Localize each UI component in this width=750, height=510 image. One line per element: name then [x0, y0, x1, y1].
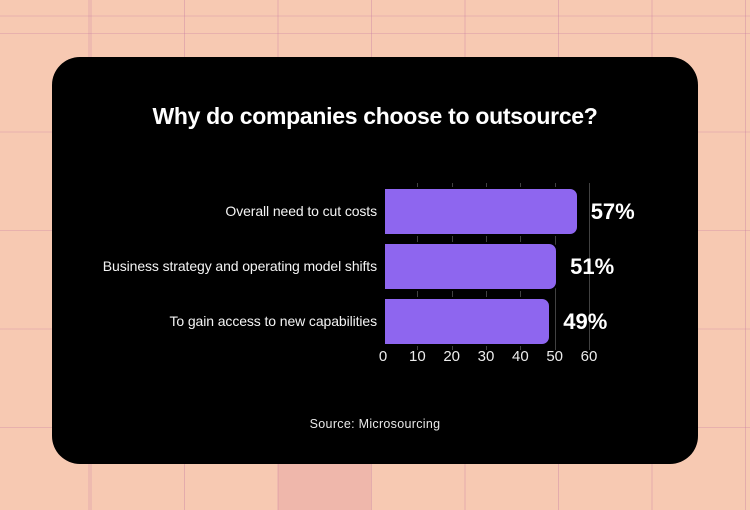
bar-chart: Overall need to cut costs 57% Business s…	[52, 57, 698, 464]
x-tick-label: 0	[378, 348, 388, 365]
bar	[383, 242, 559, 291]
source-caption: Source: Microsourcing	[309, 417, 441, 431]
bar	[383, 297, 552, 346]
x-axis-tick-labels: 0 10 20 30 40 50 60	[52, 349, 698, 365]
x-tick-label: 50	[546, 348, 563, 365]
x-tick-label: 40	[511, 348, 529, 365]
bar	[383, 187, 579, 236]
x-tick-label: 60	[580, 348, 598, 365]
value-label: 49%	[563, 309, 608, 334]
category-label: To gain access to new capabilities	[169, 313, 378, 329]
chart-card: Why do companies choose to outsource? Ov…	[52, 57, 698, 464]
x-tick-label: 30	[477, 348, 495, 365]
value-label: 57%	[590, 199, 635, 224]
category-label: Business strategy and operating model sh…	[102, 258, 377, 274]
x-tick-label: 20	[443, 348, 460, 365]
bar-row: To gain access to new capabilities 49%	[52, 297, 698, 346]
value-label: 51%	[570, 254, 615, 279]
gridline	[589, 183, 590, 350]
bar-row: Business strategy and operating model sh…	[52, 242, 698, 291]
x-tick-label: 10	[408, 348, 426, 365]
bar-row: Overall need to cut costs 57%	[52, 187, 698, 236]
chart-title: Why do companies choose to outsource?	[152, 103, 598, 129]
category-label: Overall need to cut costs	[225, 203, 377, 219]
